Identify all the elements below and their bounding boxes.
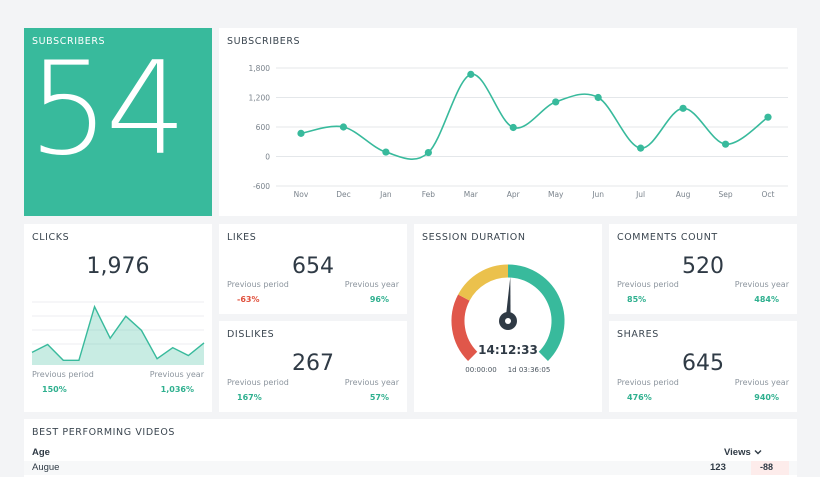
subscribers-chart-title: SUBSCRIBERS <box>227 36 301 47</box>
likes-prev-period-label: Previous period <box>227 280 289 289</box>
session-duration-gauge: 14:12:33 00:00:00 1d 03:36:05 <box>451 264 565 374</box>
x-tick-label: Feb <box>422 190 436 199</box>
gauge-arc-teal <box>507 264 565 361</box>
gauge-arc-yellow <box>458 264 509 301</box>
clicks-value: 1,976 <box>86 254 150 279</box>
x-tick-label: May <box>548 190 564 199</box>
gauge-needle <box>505 277 511 322</box>
subscribers-tile-title: SUBSCRIBERS <box>32 36 106 47</box>
x-tick-label: Mar <box>464 190 479 199</box>
dislikes-title: DISLIKES <box>227 329 275 340</box>
clicks-card: CLICKS 1,976 Previous period 150% Previo… <box>24 224 212 412</box>
likes-prev-year-value: 96% <box>369 295 389 304</box>
shares-prev-period-value: 476% <box>627 393 652 402</box>
likes-card: LIKES 654 Previous period -63% Previous … <box>219 224 407 314</box>
y-tick-label: 1,800 <box>249 64 271 73</box>
x-tick-label: Dec <box>336 190 351 199</box>
session-duration-title: SESSION DURATION <box>422 232 526 243</box>
likes-title: LIKES <box>227 232 257 243</box>
likes-prev-year-label: Previous year <box>344 280 399 289</box>
gauge-min-label: 00:00:00 <box>465 366 496 374</box>
subscribers-tile: SUBSCRIBERS 54 <box>24 28 212 216</box>
table-row[interactable]: Augue 123 -88 <box>24 461 797 475</box>
clicks-prev-year-label: Previous year <box>149 370 204 379</box>
clicks-sparkline <box>31 301 205 365</box>
shares-prev-year-value: 940% <box>754 393 779 402</box>
column-header-views[interactable]: Views <box>724 447 762 458</box>
video-change-badge: -88 <box>751 461 789 475</box>
comments-prev-period-value: 85% <box>627 295 647 304</box>
data-point <box>424 148 432 157</box>
comments-prev-period-label: Previous period <box>617 280 679 289</box>
shares-prev-period-label: Previous period <box>617 378 679 387</box>
data-point <box>297 129 305 137</box>
clicks-prev-year-value: 1,036% <box>160 385 194 394</box>
y-tick-label: -600 <box>253 182 270 191</box>
dislikes-prev-year-value: 57% <box>369 393 389 402</box>
dislikes-prev-period-value: 167% <box>237 393 262 402</box>
sparkline-area <box>32 306 204 365</box>
comments-count-card: COMMENTS COUNT 520 Previous period 85% P… <box>609 224 797 314</box>
data-point <box>509 123 517 132</box>
shares-title: SHARES <box>617 329 659 340</box>
subscribers-line-chart: 1,800 1,200 600 0 -600 Nov Dec Jan Feb Mar Apr May J… <box>249 64 788 199</box>
subscribers-tile-value: 54 <box>28 35 187 184</box>
data-point <box>721 140 730 148</box>
data-point <box>764 113 772 121</box>
likes-value: 654 <box>292 254 334 279</box>
best-videos-card: BEST PERFORMING VIDEOS Age Views Augue 1… <box>24 419 797 477</box>
chevron-down-icon <box>754 450 762 455</box>
best-videos-title: BEST PERFORMING VIDEOS <box>32 427 176 438</box>
comments-count-value: 520 <box>682 254 724 279</box>
subscribers-chart-card: SUBSCRIBERS 1,800 1,200 600 0 -600 Nov Dec Jan F… <box>219 28 797 216</box>
x-tick-label: Sep <box>718 190 732 199</box>
x-tick-label: Aug <box>676 190 691 199</box>
x-tick-label: Nov <box>294 190 309 199</box>
comments-prev-year-value: 484% <box>754 295 779 304</box>
data-point <box>594 93 602 102</box>
dislikes-prev-period-label: Previous period <box>227 378 289 387</box>
session-duration-card: SESSION DURATION 14:12:33 00:00:00 1d 03… <box>414 224 602 412</box>
y-tick-label: 600 <box>256 123 271 132</box>
data-point <box>552 98 560 106</box>
data-point <box>382 148 390 156</box>
clicks-title: CLICKS <box>32 232 70 243</box>
y-tick-label: 1,200 <box>249 94 271 103</box>
likes-prev-period-value: -63% <box>237 295 260 304</box>
sparkline-line <box>31 304 205 361</box>
y-tick-label: 0 <box>265 153 270 162</box>
comments-prev-year-label: Previous year <box>734 280 789 289</box>
gauge-max-label: 1d 03:36:05 <box>508 366 551 374</box>
video-change: -88 <box>760 462 774 472</box>
shares-value: 645 <box>682 351 724 376</box>
session-duration-value: 14:12:33 <box>478 343 538 357</box>
data-point <box>339 123 348 131</box>
x-tick-label: Jan <box>379 190 392 199</box>
series-line <box>300 73 769 161</box>
comments-count-title: COMMENTS COUNT <box>617 232 718 243</box>
shares-prev-year-label: Previous year <box>734 378 789 387</box>
column-header-age[interactable]: Age <box>32 447 50 458</box>
clicks-prev-period-value: 150% <box>42 385 67 394</box>
dislikes-value: 267 <box>292 351 334 376</box>
gauge-hub-center <box>505 318 511 324</box>
data-point <box>467 70 475 78</box>
x-tick-label: Apr <box>507 190 521 199</box>
shares-card: SHARES 645 Previous period 476% Previous… <box>609 321 797 412</box>
video-views: 123 <box>710 462 726 473</box>
gauge-arc-red <box>451 294 478 361</box>
x-tick-label: Jul <box>635 190 645 199</box>
x-tick-label: Oct <box>762 190 775 199</box>
x-tick-label: Jun <box>591 190 604 199</box>
data-point <box>679 104 687 112</box>
clicks-prev-period-label: Previous period <box>32 370 94 379</box>
data-point <box>637 144 645 152</box>
dislikes-prev-year-label: Previous year <box>344 378 399 387</box>
video-name: Augue <box>32 462 60 473</box>
column-header-views-label: Views <box>724 447 751 458</box>
dislikes-card: DISLIKES 267 Previous period 167% Previo… <box>219 321 407 412</box>
